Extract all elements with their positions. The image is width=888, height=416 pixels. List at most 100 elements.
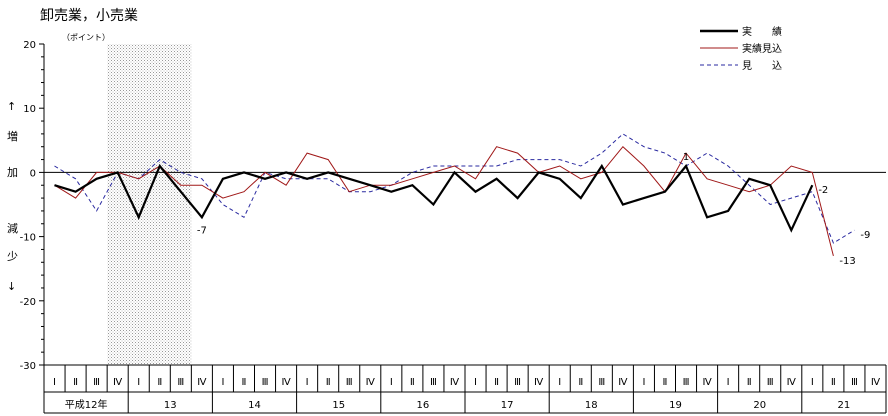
x-quarter-label: Ⅰ [306, 377, 309, 388]
x-year-label: 19 [669, 400, 682, 411]
x-quarter-label: Ⅲ [262, 377, 269, 388]
y-side-label-decrease-1: 減 [7, 221, 18, 235]
x-year-label: 17 [501, 400, 514, 411]
data-point [391, 184, 393, 186]
data-point [601, 172, 603, 174]
data-point [138, 217, 140, 219]
data-point [748, 184, 750, 186]
x-quarter-label: Ⅰ [390, 377, 393, 388]
x-quarter-label: Ⅳ [871, 377, 881, 388]
data-point [833, 255, 835, 257]
x-quarter-label: Ⅳ [534, 377, 544, 388]
data-point [538, 172, 540, 174]
data-point [622, 133, 624, 135]
x-quarter-label: Ⅲ [430, 377, 437, 388]
data-point [391, 191, 393, 193]
x-quarter-label: Ⅱ [73, 377, 78, 388]
data-point [475, 165, 477, 167]
data-point [727, 210, 729, 212]
data-point [812, 184, 814, 186]
x-quarter-label: Ⅲ [598, 377, 605, 388]
data-point [496, 146, 498, 148]
data-point [285, 172, 287, 174]
x-year-label: 18 [585, 400, 598, 411]
data-point [75, 191, 77, 193]
legend-label-actual: 実 績 [742, 25, 782, 38]
data-point [348, 178, 350, 180]
x-year-label: 15 [332, 400, 345, 411]
data-point [96, 178, 98, 180]
y-tick-label: 0 [30, 168, 36, 179]
data-point [96, 210, 98, 212]
x-quarter-label: Ⅰ [221, 377, 224, 388]
data-point [180, 172, 182, 174]
data-point [706, 152, 708, 154]
x-quarter-label: Ⅱ [831, 377, 836, 388]
data-point [306, 152, 308, 154]
data-point [685, 165, 687, 167]
data-point [369, 184, 371, 186]
x-quarter-label: Ⅲ [177, 377, 184, 388]
shaded-period [107, 44, 192, 365]
data-point [475, 191, 477, 193]
series-line-actual-estimate [54, 145, 834, 257]
x-year-label: 21 [838, 400, 851, 411]
y-tick-label: 10 [23, 104, 36, 115]
legend-label-actual-estimate: 実績見込 [742, 42, 782, 55]
data-point [159, 165, 161, 167]
data-point [643, 146, 645, 148]
data-point [454, 172, 456, 174]
x-year-label: 16 [417, 400, 430, 411]
x-quarter-label: Ⅳ [702, 377, 712, 388]
x-quarter-label: Ⅰ [474, 377, 477, 388]
data-point [769, 184, 771, 186]
data-point [54, 165, 56, 167]
data-point [180, 191, 182, 193]
x-quarter-label: Ⅳ [113, 377, 123, 388]
data-label: -7 [197, 225, 207, 236]
x-quarter-label: Ⅱ [157, 377, 162, 388]
x-quarter-label: Ⅰ [558, 377, 561, 388]
data-point [180, 184, 182, 186]
x-quarter-label: Ⅱ [242, 377, 247, 388]
x-quarter-label: Ⅳ [197, 377, 207, 388]
data-point [748, 191, 750, 193]
data-point [517, 197, 519, 199]
data-point [454, 165, 456, 167]
data-point [412, 184, 414, 186]
data-point [412, 172, 414, 174]
data-label: -2 [818, 185, 828, 196]
data-point [433, 172, 435, 174]
data-point [601, 152, 603, 154]
x-year-label: 13 [164, 400, 177, 411]
y-side-label-increase-1: 増 [7, 130, 18, 143]
data-point [601, 165, 603, 167]
data-point [790, 229, 792, 231]
data-point [643, 197, 645, 199]
data-point [222, 204, 224, 206]
chart-title: 卸売業，小売業 [40, 8, 138, 24]
data-point [812, 172, 814, 174]
y-side-label-up-arrow: ↑ [7, 100, 16, 113]
data-point [559, 159, 561, 161]
x-quarter-label: Ⅰ [727, 377, 730, 388]
data-point [96, 172, 98, 174]
unit-label: （ポイント） [62, 33, 110, 42]
data-label: -9 [860, 230, 870, 241]
data-point [75, 178, 77, 180]
legend-label-forecast: 見 込 [742, 60, 782, 72]
x-year-label: 20 [753, 400, 766, 411]
data-point [559, 165, 561, 167]
x-quarter-label: Ⅳ [618, 377, 628, 388]
data-point [580, 178, 582, 180]
data-point [538, 159, 540, 161]
data-point [201, 217, 203, 219]
data-point [622, 204, 624, 206]
data-point [327, 172, 329, 174]
x-quarter-label: Ⅱ [326, 377, 331, 388]
data-point [243, 172, 245, 174]
data-point [496, 165, 498, 167]
data-point [117, 172, 119, 174]
x-quarter-label: Ⅳ [281, 377, 291, 388]
